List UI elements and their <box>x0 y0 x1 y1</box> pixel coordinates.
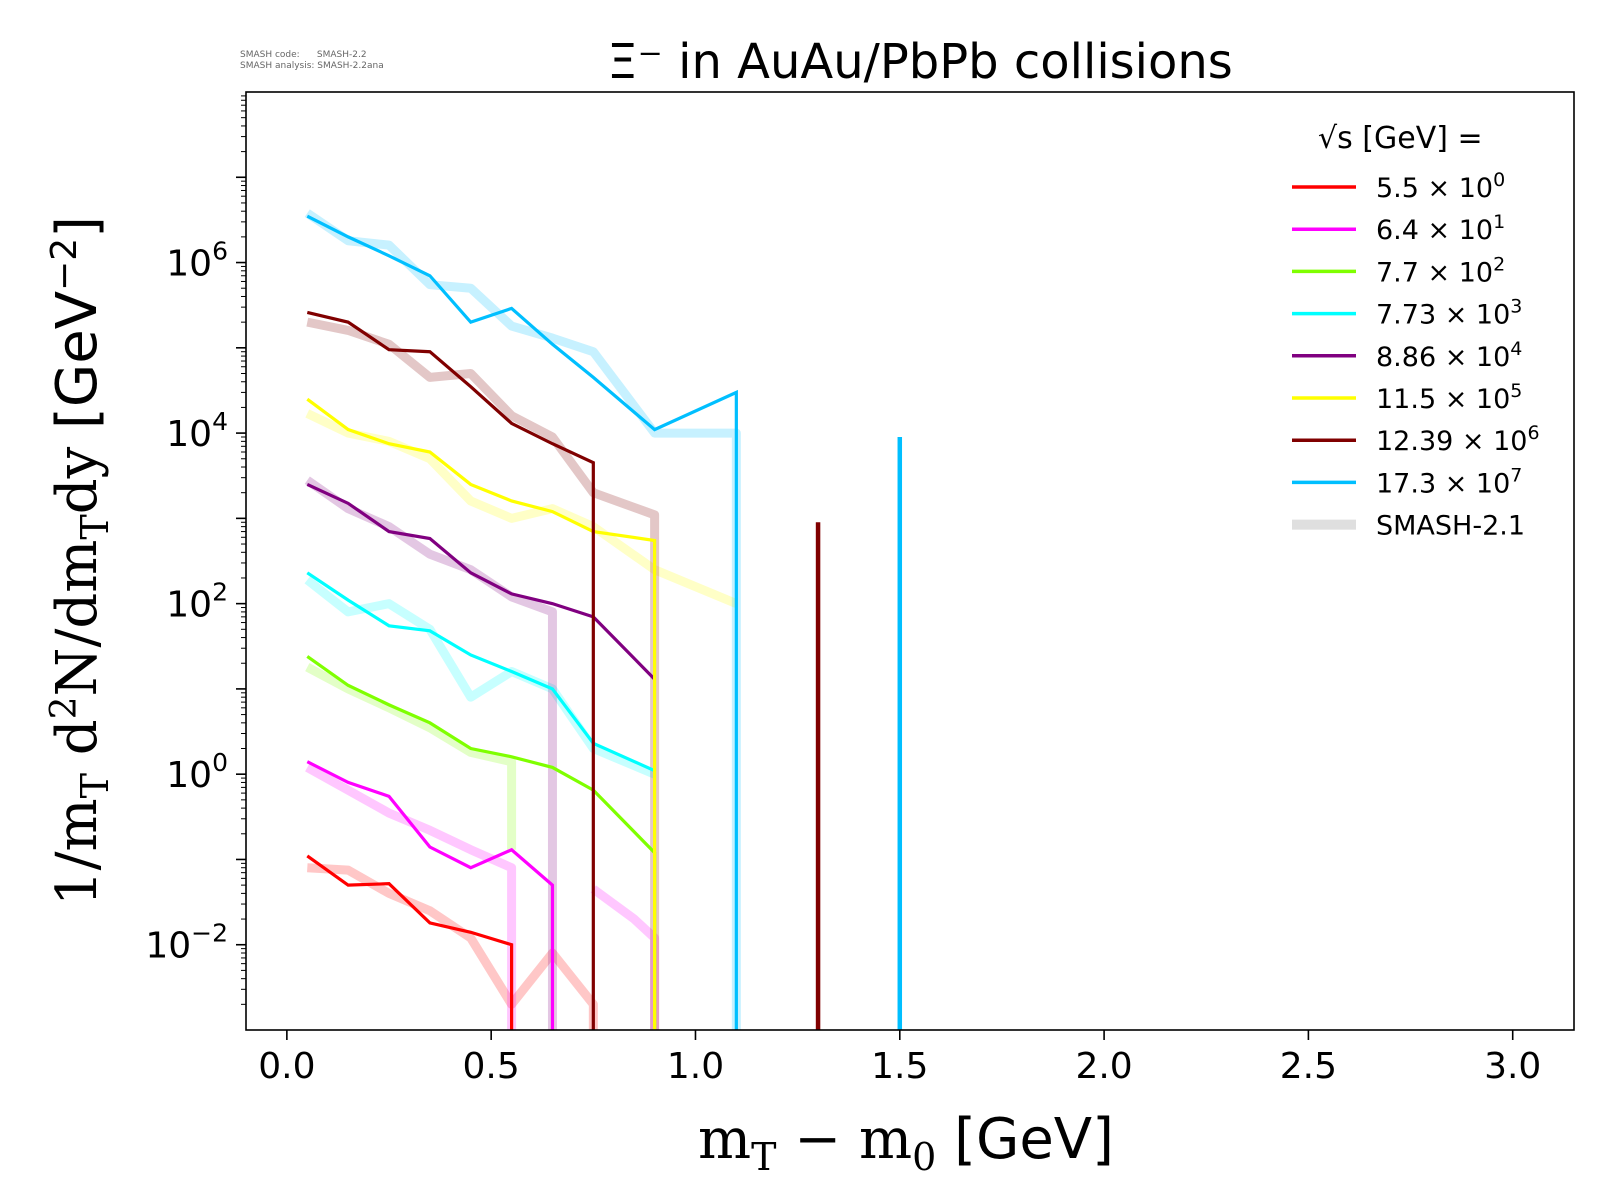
smash-analysis-line: SMASH analysis: SMASH-2.2ana <box>240 61 384 71</box>
x-axis-label: mT − m0 [GeV] <box>698 1107 1114 1179</box>
legend-label: 7.73 × 103 <box>1376 296 1522 331</box>
series-line-12.39e6 <box>306 310 595 1030</box>
x-axis: 0.0 0.5 1.0 1.5 2.0 2.5 3.0 <box>258 1030 1541 1087</box>
legend-label: 6.4 × 101 <box>1376 211 1505 246</box>
data-series-group <box>306 214 903 1030</box>
chart-title: Ξ⁻ in AuAu/PbPb collisions <box>607 34 1233 90</box>
y-tick-label: 100 <box>166 748 228 796</box>
series-line-11.5e5 <box>306 397 657 1030</box>
x-tick-label: 3.0 <box>1484 1046 1541 1087</box>
smash-2-1-line-1 <box>305 763 517 1030</box>
series-line-7.7e2 <box>306 655 657 1030</box>
y-tick-label: 106 <box>166 237 228 285</box>
legend-label: 5.5 × 100 <box>1376 169 1505 204</box>
smash-2-1-line-0 <box>307 863 598 1030</box>
smash-code-line: SMASH code: SMASH-2.2 <box>240 50 367 60</box>
series-line-7.73e3 <box>306 571 656 773</box>
smash-2-1-line-7 <box>306 317 660 1030</box>
plot-frame <box>245 91 1575 1031</box>
y-tick-label: 104 <box>166 407 228 455</box>
smash-version-info: SMASH code: SMASH-2.2 SMASH analysis: SM… <box>240 50 384 72</box>
legend-label: 12.39 × 106 <box>1376 422 1540 457</box>
smash-2-1-line-6 <box>305 409 739 608</box>
smash-2-1-line-2 <box>590 885 660 1030</box>
legend-label: 7.7 × 102 <box>1376 253 1505 288</box>
legend-title: √s [GeV] = <box>1318 121 1483 156</box>
x-tick-label: 1.0 <box>667 1046 724 1087</box>
x-tick-label: 0.5 <box>463 1046 520 1087</box>
smash-2-1-line-8 <box>304 209 741 1030</box>
smash-2-1-line-5 <box>304 476 557 1030</box>
legend-label: SMASH-2.1 <box>1376 511 1525 542</box>
series-line-5.5e0 <box>306 854 514 1030</box>
y-tick-label: 102 <box>166 578 228 626</box>
y-axis: 10−2 100 102 104 106 <box>145 95 246 1005</box>
series-line-8.86e4 <box>306 482 656 681</box>
legend: √s [GeV] = 5.5 × 100 6.4 × 101 7.7 × 102 7.7… <box>1292 121 1540 542</box>
series-line-6.4e1 <box>306 760 555 1030</box>
smash-2-1-line-3 <box>305 663 517 850</box>
series-line-17.3e7 <box>306 214 738 1030</box>
x-tick-label: 1.5 <box>871 1046 928 1087</box>
x-tick-label: 0.0 <box>258 1046 315 1087</box>
legend-label: 17.3 × 107 <box>1376 464 1522 499</box>
reference-series-group <box>304 209 741 1030</box>
x-tick-label: 2.5 <box>1280 1046 1337 1087</box>
legend-label: 11.5 × 105 <box>1376 380 1522 415</box>
x-tick-label: 2.0 <box>1075 1046 1132 1087</box>
legend-label: 8.86 × 104 <box>1376 338 1522 373</box>
y-tick-label: 10−2 <box>145 919 228 967</box>
y-axis-label: 1/mT d2N/dmTdy [GeV−2] <box>44 216 117 906</box>
